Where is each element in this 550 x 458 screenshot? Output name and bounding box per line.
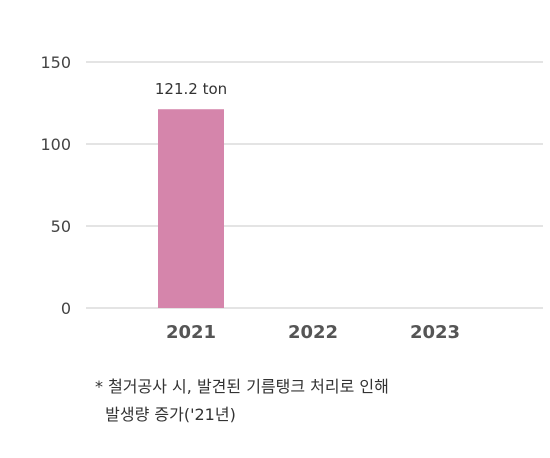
bars	[158, 109, 224, 309]
y-tick-label: 100	[40, 135, 71, 154]
x-axis-ticks: 2021 2022 2023	[166, 322, 460, 343]
data-labels: 121.2 ton	[155, 80, 227, 98]
x-tick-label-2021: 2021	[166, 322, 216, 343]
gridlines	[86, 61, 543, 309]
y-axis-ticks: 150 100 50 0	[40, 53, 71, 318]
bar-2021	[158, 109, 224, 309]
footnote: * 철거공사 시, 발견된 기름탱크 처리로 인해 발생량 증가('21년)	[95, 373, 389, 429]
bar-chart: 150 100 50 0 121.2 ton 2021 2022 2023	[40, 53, 543, 343]
y-tick-label: 150	[40, 53, 71, 72]
data-label-2021: 121.2 ton	[155, 80, 227, 98]
footnote-line-2: 발생량 증가('21년)	[95, 405, 236, 424]
y-tick-label: 50	[51, 217, 71, 236]
footnote-line-1: * 철거공사 시, 발견된 기름탱크 처리로 인해	[95, 377, 389, 396]
x-tick-label-2022: 2022	[288, 322, 338, 343]
x-tick-label-2023: 2023	[410, 322, 460, 343]
y-tick-label: 0	[61, 299, 71, 318]
